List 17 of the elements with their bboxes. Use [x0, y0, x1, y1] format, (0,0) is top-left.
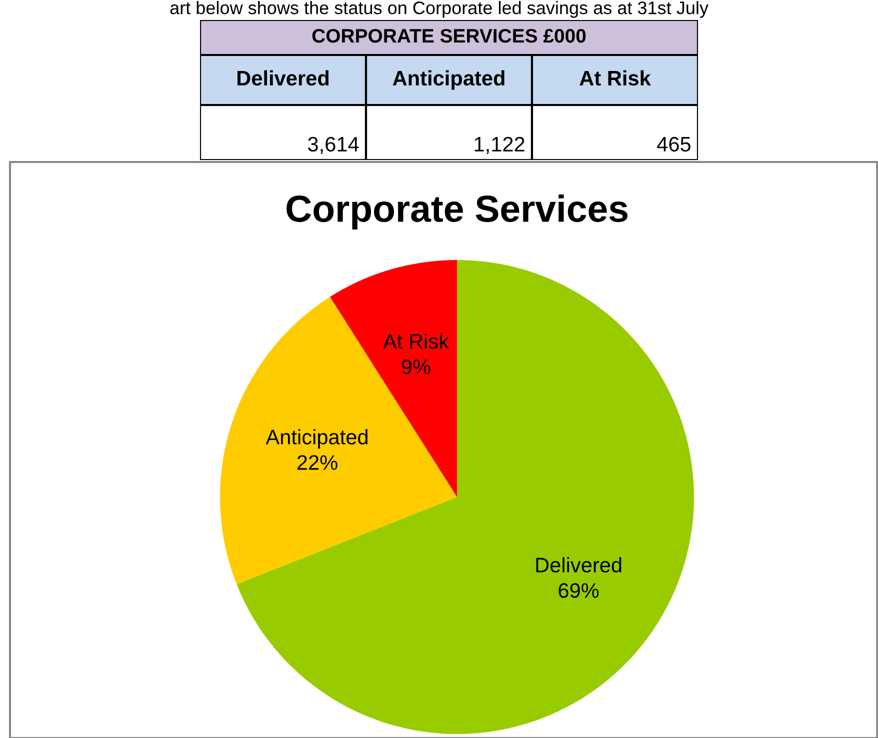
pie-slice: [220, 296, 457, 584]
data-label: 3,614: [308, 136, 359, 154]
data-label: 22%: [297, 455, 338, 470]
category-label: At Risk: [580, 70, 651, 86]
slice-label: Delivered: [536, 557, 622, 572]
pie-slice: [236, 260, 694, 734]
text: CORPORATE SERVICES £000: [312, 28, 586, 43]
data-label: 9%: [402, 359, 430, 374]
data-label: 69%: [558, 583, 599, 598]
category-label: Anticipated: [392, 70, 504, 90]
slice-label: At Risk: [383, 333, 450, 349]
slice-label: Anticipated: [266, 429, 368, 449]
data-label: 465: [657, 136, 690, 152]
data-label: 1,122: [474, 136, 524, 154]
category-label: Delivered: [237, 70, 329, 86]
text: art below shows the status on Corporate led savings as at 31st July: [170, 1, 708, 18]
chart-title: Corporate Services: [286, 194, 628, 230]
